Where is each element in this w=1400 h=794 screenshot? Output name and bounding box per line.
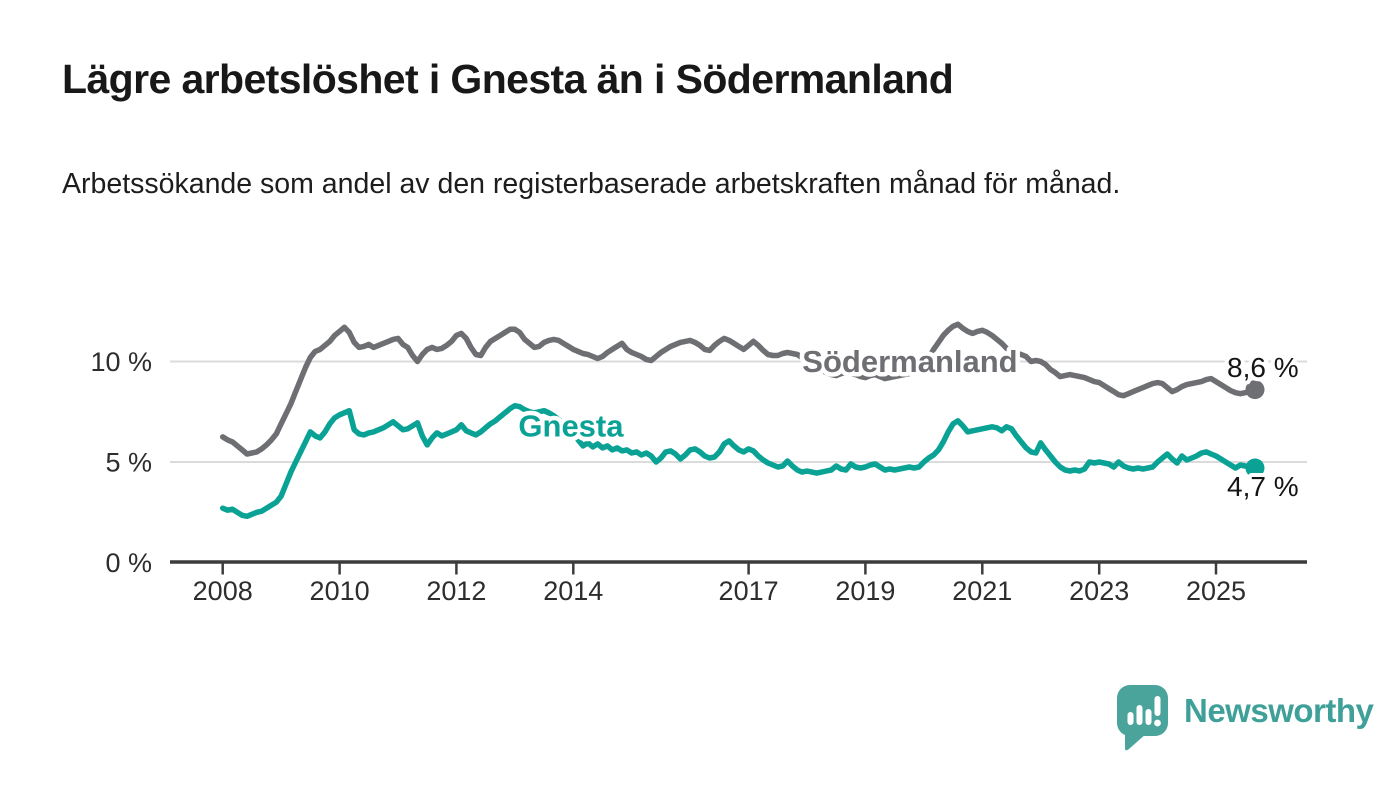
y-tick-label-5: 5 % xyxy=(105,448,152,478)
newsworthy-logo-icon xyxy=(1117,685,1168,751)
x-tick-label-2025: 2025 xyxy=(1186,576,1246,606)
chart-subtitle: Arbetssökande som andel av den registerb… xyxy=(62,168,1121,200)
logo-bubble-tail xyxy=(1125,731,1146,751)
y-tick-label-0: 0 % xyxy=(105,548,152,578)
x-tick-label-2010: 2010 xyxy=(310,576,370,606)
series-line-södermanland xyxy=(219,321,1258,457)
x-tick-label-2023: 2023 xyxy=(1069,576,1129,606)
series-line-gnesta xyxy=(219,402,1258,520)
logo-bar-1 xyxy=(1127,712,1134,725)
x-tick-label-2019: 2019 xyxy=(835,576,895,606)
end-value-label-gnesta: 4,7 % xyxy=(1227,471,1299,502)
logo-bar-2 xyxy=(1136,705,1143,725)
end-dot-gnesta xyxy=(1245,458,1265,478)
newsworthy-wordmark: Newsworthy xyxy=(1184,692,1374,729)
series-name-label-södermanland: Södermanland xyxy=(802,344,1017,379)
x-tick-label-2008: 2008 xyxy=(193,576,253,606)
end-value-label-södermanland: 8,6 % xyxy=(1227,352,1299,383)
chart-title: Lägre arbetslöshet i Gnesta än i Söderma… xyxy=(62,56,954,102)
logo-bar-3 xyxy=(1145,709,1152,725)
x-tick-label-2017: 2017 xyxy=(719,576,779,606)
logo-exclamation-dot xyxy=(1154,719,1161,727)
y-tick-label-10: 10 % xyxy=(90,347,152,377)
logo-exclamation-bar xyxy=(1154,696,1161,716)
x-tick-label-2014: 2014 xyxy=(543,576,603,606)
series-name-label-gnesta: Gnesta xyxy=(518,408,624,443)
x-tick-label-2012: 2012 xyxy=(426,576,486,606)
newsworthy-branding: Newsworthy xyxy=(1114,682,1374,754)
x-tick-label-2021: 2021 xyxy=(952,576,1012,606)
end-dot-södermanland xyxy=(1245,380,1265,400)
